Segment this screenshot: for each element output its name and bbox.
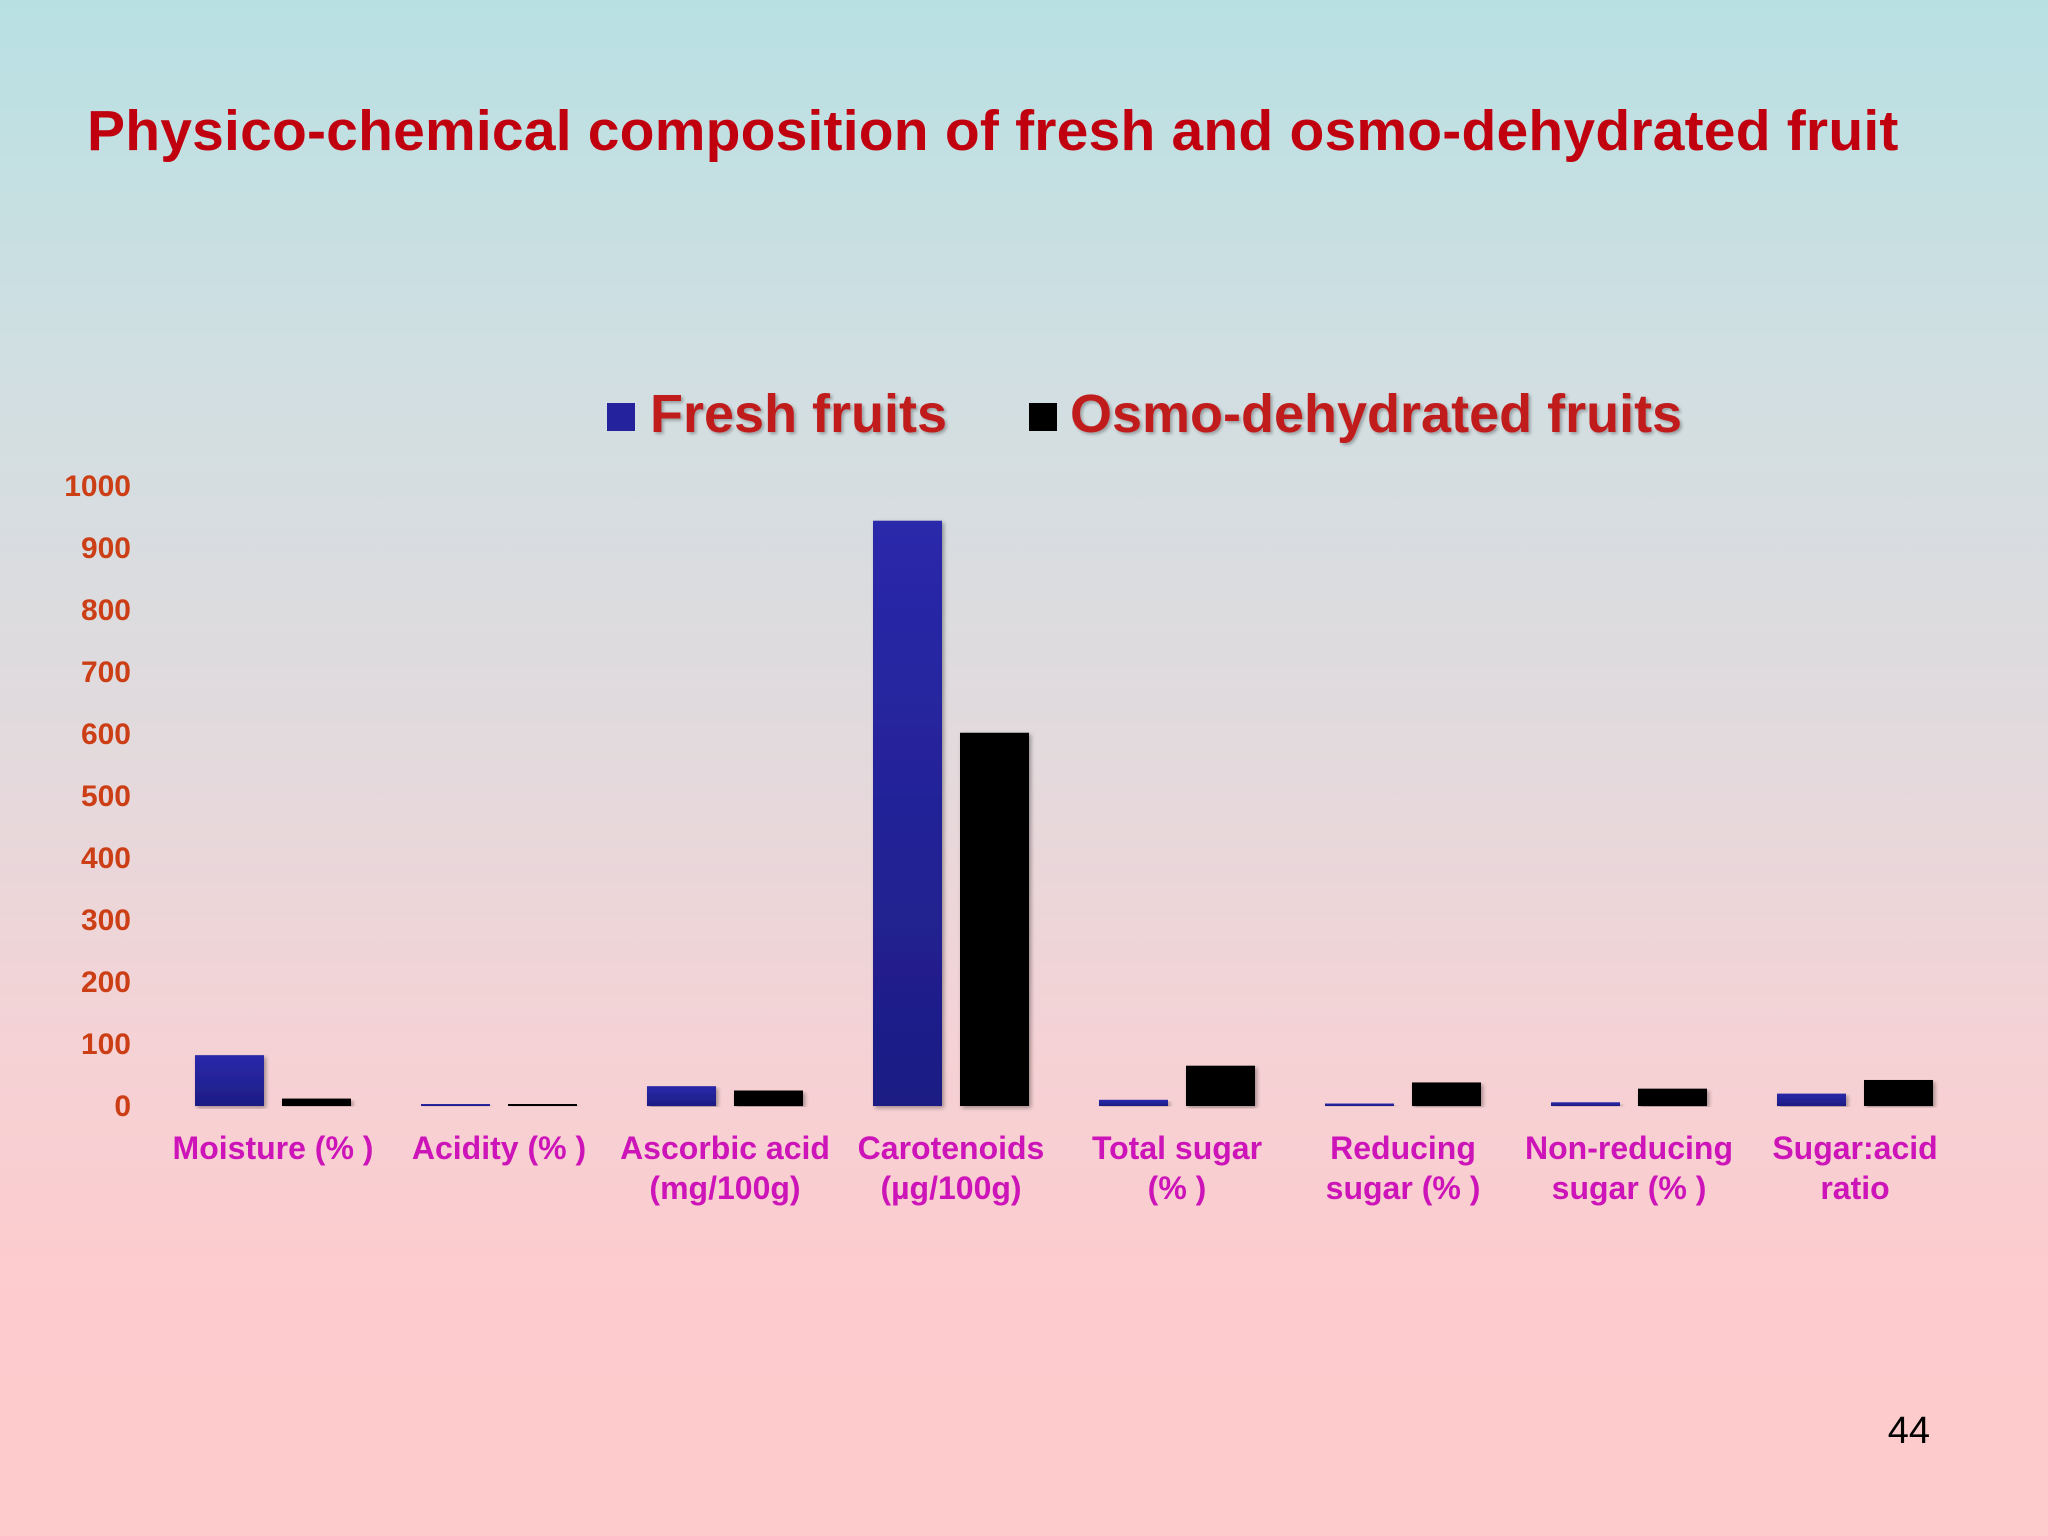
legend-swatch-fresh — [607, 403, 635, 431]
category-label: Non-reducing — [1525, 1130, 1733, 1166]
page-number: 44 — [1887, 1410, 1930, 1452]
category-label: Reducing — [1330, 1130, 1476, 1166]
y-axis-ticks: 0 100 200 300 400 500 600 700 800 900 1000 — [64, 470, 131, 1123]
category-label: sugar (% ) — [1326, 1170, 1481, 1206]
bar-osmo-dehydrated-fruits — [282, 1098, 351, 1106]
bar-osmo-dehydrated-fruits — [1864, 1079, 1933, 1106]
category-label: sugar (% ) — [1552, 1170, 1707, 1206]
y-tick-label: 400 — [81, 842, 131, 875]
bar-fresh-fruits — [421, 1104, 490, 1106]
category-labels: Moisture (% ) Acidity (% ) Ascorbic acid (m… — [173, 1130, 1938, 1206]
bar-fresh-fruits — [873, 520, 942, 1106]
legend-label-fresh: Fresh fruits — [650, 384, 947, 444]
y-tick-label: 0 — [114, 1090, 131, 1123]
category-label: (mg/100g) — [649, 1170, 800, 1206]
category-label: Total sugar — [1092, 1130, 1262, 1166]
bar-fresh-fruits — [647, 1086, 716, 1106]
legend-swatch-osmo — [1029, 403, 1057, 431]
y-tick-label: 700 — [81, 656, 131, 689]
category-label: (µg/100g) — [880, 1170, 1021, 1206]
category-label: ratio — [1820, 1170, 1889, 1206]
category-label: Carotenoids — [858, 1130, 1045, 1166]
y-tick-label: 1000 — [64, 470, 131, 503]
slide-title: Physico-chemical composition of fresh an… — [87, 99, 1899, 163]
category-label: Moisture (% ) — [173, 1130, 374, 1166]
legend-label-osmo: Osmo-dehydrated fruits — [1070, 384, 1682, 444]
bar-osmo-dehydrated-fruits — [1412, 1082, 1481, 1106]
bar-osmo-dehydrated-fruits — [734, 1090, 803, 1106]
y-tick-label: 100 — [81, 1028, 131, 1061]
y-tick-label: 300 — [81, 904, 131, 937]
bars — [195, 520, 1933, 1106]
category-label: Sugar:acid — [1772, 1130, 1937, 1166]
category-label: Acidity (% ) — [412, 1130, 586, 1166]
category-label: Ascorbic acid — [620, 1130, 830, 1166]
bar-fresh-fruits — [1777, 1093, 1846, 1106]
bar-fresh-fruits — [195, 1055, 264, 1106]
y-tick-label: 200 — [81, 966, 131, 999]
category-label: (% ) — [1148, 1170, 1207, 1206]
y-tick-label: 800 — [81, 594, 131, 627]
y-tick-label: 500 — [81, 780, 131, 813]
y-tick-label: 600 — [81, 718, 131, 751]
bar-osmo-dehydrated-fruits — [1638, 1088, 1707, 1106]
bar-osmo-dehydrated-fruits — [508, 1104, 577, 1106]
bar-fresh-fruits — [1551, 1102, 1620, 1106]
bar-osmo-dehydrated-fruits — [1186, 1065, 1255, 1106]
bar-osmo-dehydrated-fruits — [960, 732, 1029, 1106]
bar-fresh-fruits — [1099, 1099, 1168, 1106]
legend: Fresh fruits Osmo-dehydrated fruits — [607, 384, 1682, 444]
bar-fresh-fruits — [1325, 1103, 1394, 1106]
y-tick-label: 900 — [81, 532, 131, 565]
